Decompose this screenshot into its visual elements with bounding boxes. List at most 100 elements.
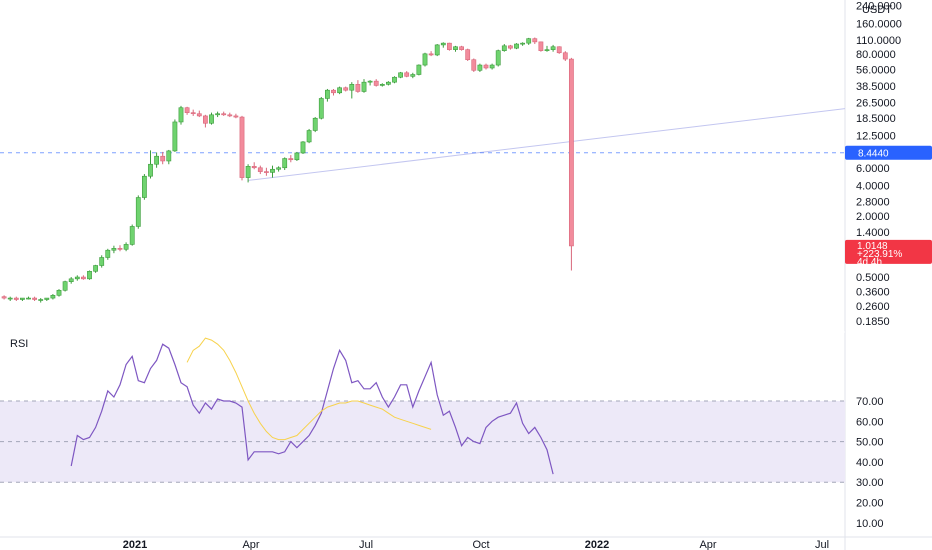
price-tick-label: 0.2600	[856, 301, 890, 313]
candle[interactable]	[532, 38, 538, 43]
candle[interactable]	[154, 155, 159, 165]
candle[interactable]	[526, 38, 532, 44]
candle[interactable]	[434, 44, 440, 56]
candle[interactable]	[324, 89, 330, 99]
candle[interactable]	[32, 297, 37, 300]
candle[interactable]	[306, 130, 312, 143]
candle[interactable]	[111, 248, 117, 251]
candle[interactable]	[68, 278, 74, 282]
candle[interactable]	[343, 87, 349, 91]
candle[interactable]	[276, 167, 281, 170]
candle[interactable]	[556, 46, 562, 54]
candle[interactable]	[379, 84, 385, 86]
candle[interactable]	[123, 244, 129, 250]
candle[interactable]	[257, 167, 263, 172]
candle[interactable]	[215, 113, 220, 116]
candle[interactable]	[477, 64, 483, 71]
candle[interactable]	[471, 59, 477, 71]
candle[interactable]	[465, 49, 471, 61]
candle[interactable]	[19, 297, 25, 300]
candle[interactable]	[239, 116, 245, 178]
candle[interactable]	[99, 257, 105, 266]
candle[interactable]	[355, 84, 361, 92]
candle[interactable]	[550, 46, 556, 50]
candle[interactable]	[270, 168, 275, 173]
candle[interactable]	[373, 80, 379, 86]
candle[interactable]	[392, 76, 397, 83]
candle[interactable]	[568, 58, 574, 247]
candle[interactable]	[520, 42, 525, 45]
candle[interactable]	[489, 64, 495, 69]
candle[interactable]	[87, 270, 92, 280]
candle[interactable]	[367, 80, 373, 83]
candle[interactable]	[26, 297, 31, 300]
candle[interactable]	[245, 166, 251, 178]
candle[interactable]	[221, 113, 227, 116]
candle[interactable]	[93, 265, 98, 272]
candle[interactable]	[501, 45, 507, 51]
candle[interactable]	[135, 197, 141, 227]
candle[interactable]	[203, 115, 208, 124]
candle[interactable]	[507, 45, 513, 49]
candle[interactable]	[331, 89, 336, 94]
candle[interactable]	[233, 115, 239, 118]
candle[interactable]	[105, 249, 111, 258]
candle[interactable]	[13, 297, 19, 300]
candle[interactable]	[227, 114, 233, 117]
candle[interactable]	[282, 158, 288, 169]
candle[interactable]	[1, 296, 7, 299]
candle[interactable]	[148, 163, 153, 177]
candle[interactable]	[184, 107, 190, 113]
candle[interactable]	[495, 50, 501, 66]
candle[interactable]	[251, 166, 257, 169]
candle[interactable]	[544, 49, 550, 51]
candle[interactable]	[514, 43, 519, 49]
candle[interactable]	[288, 158, 294, 161]
candle[interactable]	[190, 112, 196, 115]
price-tick-label: 80.0000	[856, 49, 896, 61]
candle[interactable]	[38, 299, 44, 301]
candle[interactable]	[349, 84, 355, 91]
candle[interactable]	[50, 295, 56, 299]
candle[interactable]	[294, 152, 300, 161]
candle[interactable]	[453, 46, 458, 50]
candle[interactable]	[74, 276, 80, 280]
candle[interactable]	[56, 289, 62, 296]
candle[interactable]	[178, 107, 184, 123]
candle[interactable]	[166, 150, 172, 162]
candle[interactable]	[410, 74, 416, 77]
candle[interactable]	[196, 113, 202, 117]
candle[interactable]	[446, 42, 452, 50]
candle[interactable]	[172, 121, 178, 152]
candle[interactable]	[117, 248, 123, 250]
candle[interactable]	[483, 64, 489, 69]
candle[interactable]	[440, 42, 446, 46]
candle[interactable]	[398, 72, 403, 78]
candle[interactable]	[361, 81, 367, 92]
candle[interactable]	[7, 297, 13, 300]
candle[interactable]	[538, 41, 544, 51]
candle[interactable]	[562, 52, 568, 60]
candle[interactable]	[44, 297, 50, 300]
candle[interactable]	[312, 117, 318, 131]
candle[interactable]	[129, 226, 135, 245]
candle[interactable]	[142, 175, 147, 198]
candle[interactable]	[81, 276, 86, 280]
candle[interactable]	[404, 72, 410, 77]
candle[interactable]	[209, 114, 214, 124]
candle[interactable]	[459, 46, 464, 50]
time-tick-label: 2022	[585, 539, 609, 550]
candle[interactable]	[428, 53, 434, 56]
candle[interactable]	[416, 64, 422, 75]
candle[interactable]	[160, 155, 166, 162]
candle[interactable]	[300, 141, 306, 154]
candle[interactable]	[318, 98, 324, 119]
candle[interactable]	[337, 87, 342, 94]
candle[interactable]	[422, 53, 428, 66]
rsi-band	[0, 401, 845, 483]
candle[interactable]	[263, 171, 269, 173]
candle[interactable]	[385, 81, 391, 85]
trendline[interactable]	[248, 108, 845, 181]
candle[interactable]	[62, 281, 68, 291]
